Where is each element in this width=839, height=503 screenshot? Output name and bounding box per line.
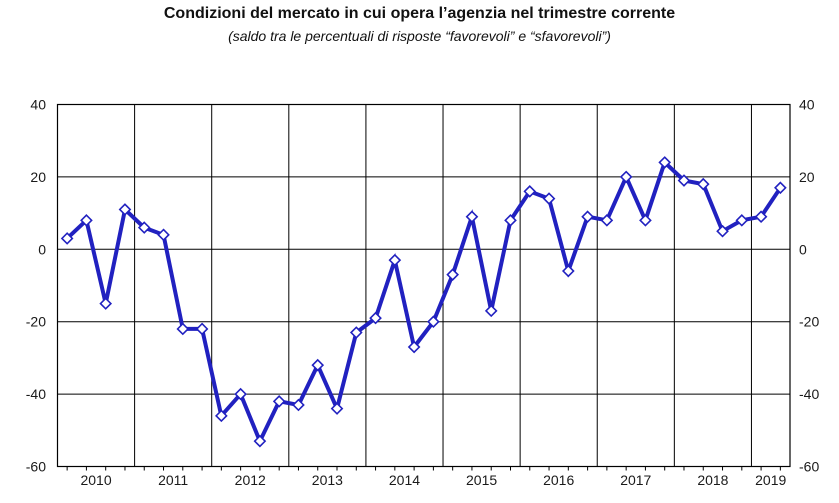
data-point — [253, 434, 267, 448]
data-point — [639, 214, 652, 227]
data-point — [561, 264, 575, 278]
x-axis-label: 2015 — [466, 472, 497, 488]
data-point — [60, 232, 74, 245]
data-point — [80, 214, 93, 227]
data-point — [99, 297, 113, 310]
y-axis-label-left: -40 — [26, 386, 46, 402]
data-point — [234, 387, 247, 401]
y-axis-label-right: -40 — [799, 386, 819, 402]
chart-subtitle: (saldo tra le percentuali di risposte “f… — [228, 28, 611, 44]
data-point — [774, 181, 787, 195]
data-point — [137, 221, 151, 234]
y-axis-label-right: -20 — [799, 314, 819, 330]
data-point — [215, 409, 228, 423]
x-axis-label: 2016 — [543, 472, 574, 488]
data-point — [735, 214, 749, 227]
data-point — [581, 210, 594, 224]
data-point — [542, 192, 556, 205]
data-point — [716, 224, 729, 238]
y-axis-label-left: 40 — [30, 97, 46, 113]
data-point — [330, 402, 344, 415]
y-axis-label-left: -20 — [26, 314, 46, 330]
data-point — [176, 322, 190, 336]
y-axis-label-right: 0 — [799, 241, 807, 257]
chart-title: Condizioni del mercato in cui opera l’ag… — [163, 5, 676, 22]
y-axis-label-right: 20 — [799, 169, 815, 185]
data-point — [118, 203, 132, 216]
data-point — [407, 340, 421, 354]
y-axis-label-right: 40 — [799, 97, 815, 113]
data-point — [465, 210, 479, 224]
data-point — [677, 174, 691, 187]
x-axis-label: 2019 — [755, 472, 786, 488]
y-axis-label-left: 20 — [30, 169, 46, 185]
x-axis-label: 2017 — [620, 472, 651, 488]
x-axis-label: 2014 — [389, 472, 420, 488]
data-point — [619, 170, 633, 184]
y-axis-label-left: 0 — [38, 241, 46, 257]
x-axis-label: 2012 — [235, 472, 266, 488]
data-point — [484, 304, 498, 318]
data-point — [600, 214, 614, 227]
x-axis-label: 2018 — [697, 472, 728, 488]
x-axis-label: 2011 — [158, 472, 188, 488]
data-point — [349, 326, 363, 339]
data-point — [523, 185, 537, 198]
y-axis-label-left: -60 — [26, 459, 46, 475]
data-point — [388, 253, 402, 267]
data-point — [446, 268, 459, 281]
data-point — [292, 398, 305, 412]
data-point — [157, 228, 170, 242]
data-point — [311, 358, 325, 372]
data-point — [369, 311, 382, 325]
data-point — [272, 395, 286, 408]
data-point — [427, 315, 440, 329]
data-point — [504, 214, 517, 227]
data-point — [195, 322, 209, 336]
data-point — [658, 156, 672, 169]
y-axis-label-right: -60 — [799, 459, 819, 475]
x-axis-label: 2013 — [312, 472, 343, 488]
data-point — [696, 177, 710, 191]
data-series — [65, 158, 783, 447]
data-point — [754, 210, 768, 224]
x-axis-label: 2010 — [80, 472, 111, 488]
plot-border — [56, 103, 791, 468]
